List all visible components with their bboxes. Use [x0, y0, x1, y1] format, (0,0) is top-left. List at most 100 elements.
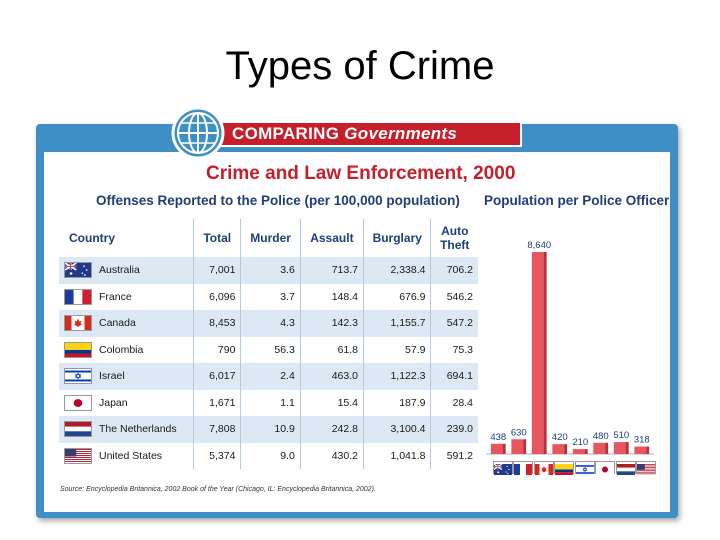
table-row: Canada 8,453 4.3 142.3 1,155.7 547.2 — [59, 310, 478, 337]
chart-flag-axis — [488, 461, 657, 475]
bar — [511, 439, 524, 454]
cell-total: 790 — [193, 336, 241, 363]
bar — [593, 442, 606, 454]
bar-value-label: 480 — [593, 431, 609, 442]
cell-assault: 142.3 — [299, 310, 364, 337]
australia-flag-icon — [64, 262, 92, 279]
cell-country: United States — [59, 442, 194, 469]
israel-flag-icon — [574, 461, 595, 475]
bar-shade — [502, 443, 506, 454]
cell-murder: 2.4 — [240, 363, 301, 390]
bar-shade — [584, 449, 588, 454]
table-row: Japan 1,671 1.1 15.4 187.9 28.4 — [59, 389, 478, 416]
bar-shade — [625, 442, 629, 454]
bar-shade — [543, 252, 547, 454]
table-row: Israel 6,017 2.4 463.0 1,122.3 694.1 — [59, 363, 478, 390]
bar-group-canada: 8,640 — [527, 240, 551, 454]
france-flag-icon — [513, 461, 534, 475]
bar-value-label: 420 — [552, 432, 568, 443]
bar-value-label: 210 — [572, 437, 588, 448]
bar-value-label: 8,640 — [527, 240, 551, 251]
cell-total: 6,017 — [193, 363, 241, 390]
cell-country: Israel — [59, 363, 194, 390]
country-name: The Netherlands — [99, 423, 177, 436]
colombia-flag-icon — [64, 341, 92, 358]
cell-assault: 15.4 — [299, 389, 364, 416]
bar-value-label: 318 — [634, 435, 650, 446]
cell-burglary: 676.9 — [362, 283, 431, 310]
bar — [613, 442, 626, 454]
header-auto-theft: Auto Theft — [430, 219, 478, 257]
cell-country: Canada — [59, 310, 194, 337]
bar-shade — [523, 439, 527, 454]
banner-text-comparing: COMPARING — [232, 124, 340, 143]
crime-table-body: Australia 7,001 3.6 713.7 2,338.4 706.2 France… — [59, 257, 478, 469]
cell-country: Japan — [59, 389, 194, 416]
japan-flag-icon — [64, 394, 92, 411]
cell-total: 7,001 — [193, 257, 241, 284]
bar — [552, 444, 565, 454]
cell-total: 5,374 — [193, 442, 241, 469]
cell-auto-theft: 547.2 — [430, 310, 478, 337]
bar-group-australia: 438 — [490, 432, 506, 454]
cell-assault: 463.0 — [299, 363, 364, 390]
table-row: Colombia 790 56.3 61.8 57.9 75.3 — [59, 336, 478, 363]
cell-auto-theft: 239.0 — [430, 416, 478, 443]
colombia-flag-icon — [554, 461, 575, 475]
chart-subtitle: Population per Police Officer — [484, 193, 670, 208]
cell-burglary: 187.9 — [362, 389, 431, 416]
cell-burglary: 1,041.8 — [362, 442, 431, 469]
australia-flag-icon — [492, 461, 513, 475]
bar-group-france: 630 — [511, 427, 527, 454]
country-name: France — [99, 290, 132, 303]
cell-assault: 148.4 — [299, 283, 364, 310]
main-title: Crime and Law Enforcement, 2000 — [206, 163, 516, 184]
country-name: Australia — [99, 264, 140, 277]
country-name: Israel — [99, 370, 125, 383]
japan-flag-icon — [595, 461, 616, 475]
police-officer-chart: 438 630 8,640 420 210 480 510 318 — [484, 222, 656, 484]
slide-title: Types of Crime — [225, 44, 495, 88]
cell-assault: 61.8 — [299, 336, 364, 363]
cell-burglary: 1,122.3 — [362, 363, 431, 390]
table-header-row: Country Total Murder Assault Burglary Au… — [59, 219, 478, 257]
bar-group-japan: 480 — [593, 431, 609, 454]
bar-value-label: 630 — [511, 427, 527, 438]
bar-group-israel: 210 — [572, 437, 588, 454]
banner-text-governments: Governments — [344, 124, 458, 143]
bar-group-colombia: 420 — [552, 432, 568, 454]
header-murder: Murder — [240, 219, 301, 257]
cell-murder: 56.3 — [240, 336, 301, 363]
cell-auto-theft: 706.2 — [430, 257, 478, 284]
israel-flag-icon — [64, 368, 92, 385]
banner-text: COMPARING Governments — [232, 124, 457, 144]
police-officer-bar-svg: 438 630 8,640 420 210 480 510 318 — [486, 240, 654, 455]
bar-shade — [605, 442, 609, 454]
cell-total: 1,671 — [193, 389, 241, 416]
cell-total: 7,808 — [193, 416, 241, 443]
bar-value-label: 438 — [490, 432, 506, 443]
cell-burglary: 1,155.7 — [362, 310, 431, 337]
globe-icon — [171, 106, 225, 160]
bar — [531, 252, 544, 454]
netherlands-flag-icon — [615, 461, 636, 475]
country-name: Japan — [99, 396, 128, 409]
bar — [572, 449, 585, 454]
cell-auto-theft: 546.2 — [430, 283, 478, 310]
bar-shade — [646, 446, 650, 454]
cell-total: 8,453 — [193, 310, 241, 337]
cell-country: Colombia — [59, 336, 194, 363]
cell-assault: 242.8 — [299, 416, 364, 443]
table-row: France 6,096 3.7 148.4 676.9 546.2 — [59, 283, 478, 310]
header-country: Country — [59, 219, 194, 257]
country-name: United States — [99, 449, 163, 462]
france-flag-icon — [64, 288, 92, 305]
cell-murder: 1.1 — [240, 389, 301, 416]
cell-auto-theft: 28.4 — [430, 389, 478, 416]
cell-auto-theft: 591.2 — [430, 442, 478, 469]
header-total: Total — [193, 219, 241, 257]
cell-murder: 3.6 — [240, 257, 301, 284]
united-states-flag-icon — [636, 461, 657, 475]
bar-group-united-states: 318 — [634, 435, 650, 454]
header-assault: Assault — [299, 219, 364, 257]
